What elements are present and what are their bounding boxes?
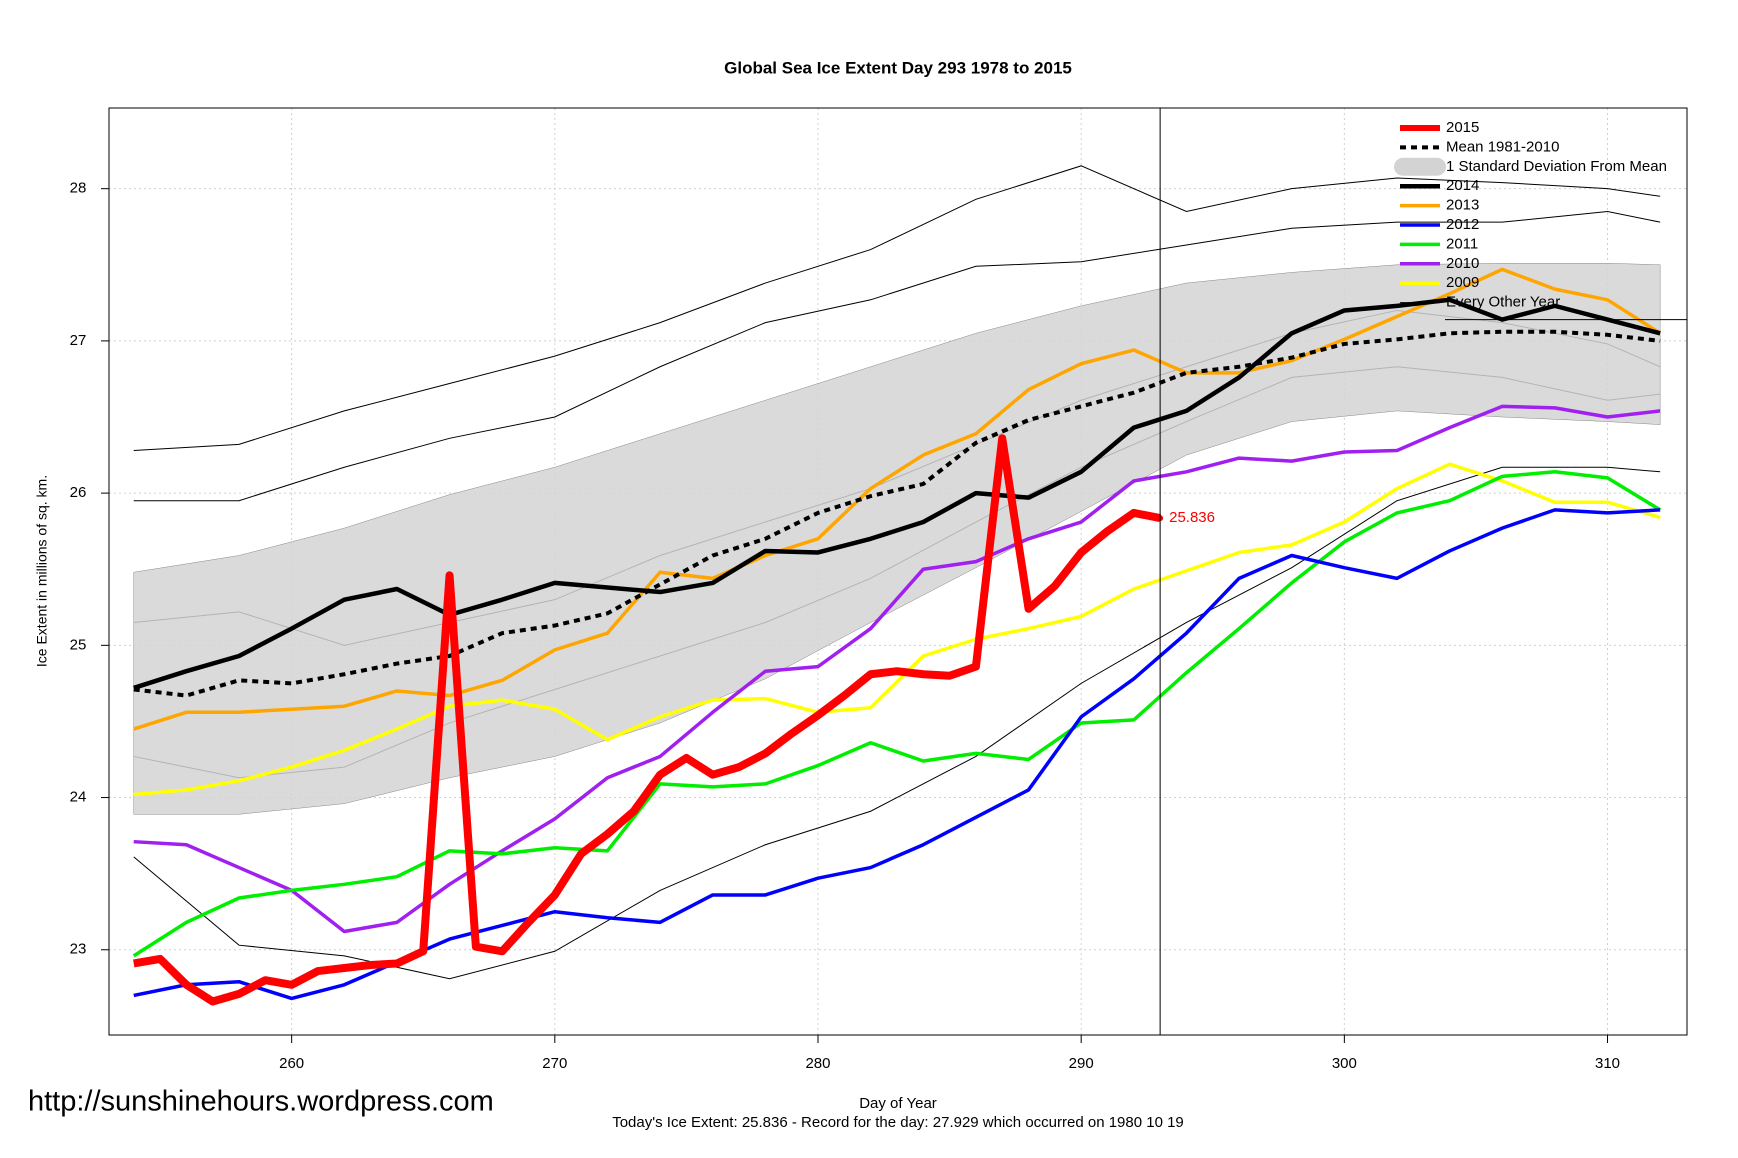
y-tick-label: 27	[70, 332, 87, 349]
legend-label: 2011	[1446, 235, 1478, 252]
y-tick-label: 23	[70, 941, 87, 958]
series-line	[133, 404, 1661, 934]
x-tick-label: 260	[279, 1055, 304, 1072]
series-line	[133, 434, 1161, 1006]
legend-swatch	[1394, 157, 1446, 176]
legend-label: Mean 1981-2010	[1446, 138, 1559, 155]
std-band	[133, 263, 1661, 815]
watermark: http://sunshinehours.wordpress.com	[28, 1086, 494, 1118]
legend-label: 2012	[1446, 216, 1479, 233]
x-tick-label: 280	[805, 1055, 830, 1072]
series-line	[133, 329, 1661, 698]
y-tick-label: 24	[70, 789, 87, 806]
y-tick-label: 25	[70, 636, 87, 653]
y-tick-label: 26	[70, 484, 87, 501]
legend-label: 2010	[1446, 255, 1479, 272]
other-year-line	[133, 165, 1661, 451]
legend-label: 2013	[1446, 197, 1479, 214]
x-axis-label: Day of Year	[859, 1095, 937, 1112]
x-tick-label: 270	[542, 1055, 567, 1072]
chart-title: Global Sea Ice Extent Day 293 1978 to 20…	[724, 58, 1072, 77]
value-label: 25.836	[1169, 509, 1215, 526]
y-axis-label: Ice Extent in millions of sq. km.	[34, 475, 50, 667]
other-year-line	[133, 211, 1661, 502]
legend-label: Every Other Year	[1446, 294, 1560, 311]
series-line	[133, 462, 1661, 797]
series-line	[132, 470, 1662, 958]
series-line	[133, 297, 1661, 691]
footer: Today's Ice Extent: 25.836 - Record for …	[612, 1114, 1184, 1131]
legend-label: 2015	[1446, 119, 1479, 136]
x-tick-label: 300	[1332, 1055, 1357, 1072]
legend-label: 1 Standard Deviation From Mean	[1446, 158, 1667, 175]
x-tick-label: 290	[1069, 1055, 1094, 1072]
series-line	[133, 267, 1662, 731]
plot-frame	[108, 107, 1688, 1036]
x-tick-label: 310	[1595, 1055, 1620, 1072]
y-tick-label: 28	[70, 180, 87, 197]
legend-label: 2009	[1446, 274, 1479, 291]
legend-label: 2014	[1446, 177, 1479, 194]
